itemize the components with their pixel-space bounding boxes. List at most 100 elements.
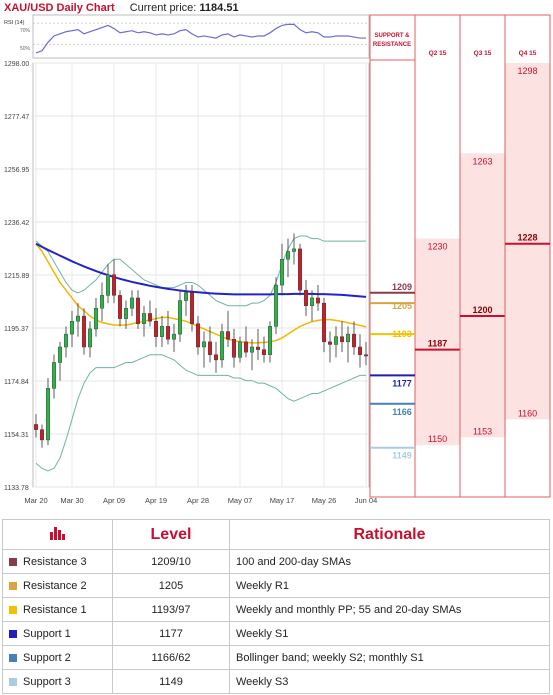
level-name: Support 2 bbox=[23, 651, 71, 664]
candle-body bbox=[195, 323, 200, 348]
forecast-mid-label: 1187 bbox=[428, 339, 448, 349]
candle-body bbox=[364, 354, 369, 357]
sma100-line bbox=[35, 242, 367, 298]
level-value: 1149 bbox=[112, 669, 230, 694]
candle-body bbox=[93, 308, 98, 330]
candle-body bbox=[346, 333, 351, 343]
candle-body bbox=[225, 331, 230, 340]
candle-body bbox=[123, 308, 128, 319]
x-tick-label: Jun 04 bbox=[355, 496, 378, 505]
candle-body bbox=[310, 297, 315, 306]
bar-chart-icon bbox=[49, 527, 65, 540]
rationale-text: Weekly and monthly PP; 55 and 20-day SMA… bbox=[229, 597, 550, 622]
candle-body bbox=[129, 297, 134, 309]
y-tick-label: 1298.00 bbox=[4, 61, 29, 68]
y-tick-label: 1195.37 bbox=[4, 326, 29, 333]
candle-body bbox=[153, 320, 158, 337]
level-name-cell: Support 3 bbox=[2, 669, 113, 694]
rsi-level-70: 70% bbox=[20, 28, 31, 34]
candle-body bbox=[75, 315, 80, 322]
sma20-line bbox=[35, 243, 367, 344]
rationale-text: Weekly S3 bbox=[229, 669, 550, 694]
color-swatch bbox=[9, 605, 17, 614]
candle-body bbox=[298, 248, 303, 291]
level-name-cell: Resistance 3 bbox=[2, 549, 113, 574]
candle-body bbox=[322, 302, 327, 343]
candle-body bbox=[243, 341, 248, 353]
x-tick-label: Mar 20 bbox=[24, 496, 47, 505]
forecast-mid-label: 1200 bbox=[472, 305, 492, 315]
candle-body bbox=[34, 424, 39, 430]
level-name-cell: Support 1 bbox=[2, 621, 113, 646]
forecast-low-label: 1153 bbox=[473, 426, 492, 436]
candle-body bbox=[219, 331, 224, 361]
level-name: Support 1 bbox=[23, 627, 71, 640]
candle-body bbox=[111, 274, 116, 296]
candle-body bbox=[304, 290, 309, 306]
candle-body bbox=[231, 339, 236, 358]
level-name-cell: Resistance 2 bbox=[2, 573, 113, 598]
x-tick-label: May 26 bbox=[312, 496, 337, 505]
x-tick-label: May 07 bbox=[228, 496, 253, 505]
sr-label: 1149 bbox=[392, 451, 412, 461]
candle-body bbox=[340, 336, 345, 343]
level-value: 1205 bbox=[112, 573, 230, 598]
bollinger-upper-line bbox=[35, 235, 366, 307]
level-name-cell: Support 2 bbox=[2, 645, 113, 670]
table-header-row: Level Rationale bbox=[2, 519, 550, 550]
candle-body bbox=[135, 297, 140, 324]
candle-body bbox=[328, 341, 333, 345]
rationale-text: Weekly R1 bbox=[229, 573, 550, 598]
candle-body bbox=[46, 388, 51, 441]
candle-body bbox=[117, 295, 122, 319]
candle-body bbox=[213, 354, 218, 361]
candle-body bbox=[316, 297, 321, 304]
price-chart: RSI (14) 70% 50% 1298.00 1277.47 1256.95 1236.… bbox=[4, 14, 551, 505]
price-value: 1184.51 bbox=[199, 2, 239, 14]
candle-body bbox=[177, 300, 182, 335]
forecast-range-band bbox=[505, 63, 550, 420]
y-tick-label: 1256.95 bbox=[4, 167, 29, 174]
level-name: Support 3 bbox=[23, 675, 71, 688]
candle-body bbox=[286, 251, 291, 260]
level-value: 1166/62 bbox=[112, 645, 230, 670]
table-row: Support 1 1177 Weekly S1 bbox=[2, 621, 550, 646]
y-tick-label: 1277.47 bbox=[4, 114, 29, 121]
candle-body bbox=[189, 292, 194, 324]
chart-title: XAU/USD Daily Chart Current price: 1184.… bbox=[4, 2, 239, 14]
candle-body bbox=[249, 346, 254, 353]
forecast-range-band bbox=[415, 238, 460, 446]
candle-body bbox=[69, 320, 74, 335]
forecast-high-label: 1263 bbox=[472, 156, 492, 166]
header-icon-cell bbox=[2, 519, 113, 550]
rationale-text: Bollinger band; weekly S2; monthly S1 bbox=[229, 645, 550, 670]
chart-panel: RSI (14) 70% 50% 1298.00 1277.47 1256.95 1236.… bbox=[4, 2, 551, 505]
bollinger-lower-line bbox=[35, 354, 366, 472]
level-value: 1177 bbox=[112, 621, 230, 646]
sr-header-line1: SUPPORT & bbox=[374, 33, 410, 39]
rationale-text: Weekly S1 bbox=[229, 621, 550, 646]
chart-title-text: XAU/USD Daily Chart bbox=[4, 2, 115, 14]
sr-label: 1209 bbox=[392, 282, 412, 292]
y-tick-label: 1215.89 bbox=[4, 273, 29, 280]
y-tick-label: 1174.84 bbox=[4, 379, 29, 386]
candle-body bbox=[358, 346, 363, 355]
candle-body bbox=[201, 341, 206, 348]
candle-body bbox=[63, 333, 68, 348]
candle-body bbox=[159, 326, 164, 337]
forecast-column-label: Q4 15 bbox=[519, 50, 537, 57]
forecast-low-label: 1160 bbox=[518, 408, 537, 418]
x-tick-label: Mar 30 bbox=[60, 496, 83, 505]
rsi-label: RSI (14) bbox=[4, 20, 25, 26]
level-name: Resistance 2 bbox=[23, 579, 87, 592]
candle-body bbox=[334, 336, 339, 345]
table-row: Resistance 1 1193/97 Weekly and monthly PP… bbox=[2, 597, 550, 622]
forecast-high-label: 1298 bbox=[517, 66, 537, 76]
level-header: Level bbox=[112, 519, 230, 550]
forecast-column-label: Q3 15 bbox=[474, 50, 492, 57]
level-name: Resistance 3 bbox=[23, 555, 87, 568]
x-tick-label: Apr 19 bbox=[145, 496, 167, 505]
candle-body bbox=[292, 248, 297, 252]
table-row: Support 2 1166/62 Bollinger band; weekly S… bbox=[2, 645, 550, 670]
rsi-line bbox=[35, 23, 366, 54]
